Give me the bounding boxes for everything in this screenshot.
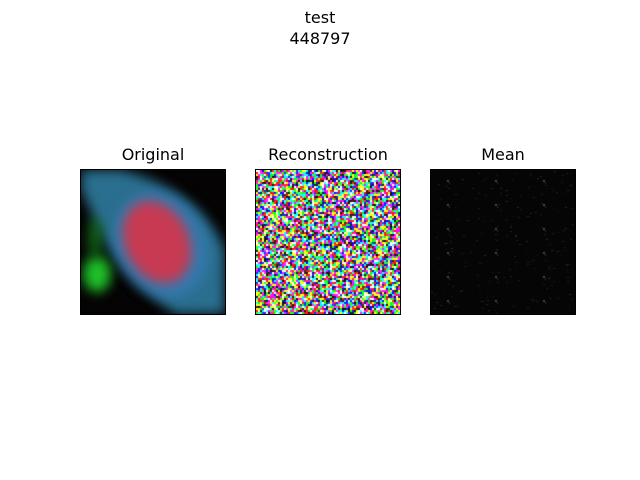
panel-title-original: Original bbox=[121, 145, 185, 164]
mean-image bbox=[431, 170, 575, 314]
original-image bbox=[81, 170, 225, 314]
panel-title-reconstruction: Reconstruction bbox=[268, 145, 388, 164]
figure-title-line-2: 448797 bbox=[289, 29, 351, 48]
original-image-panel bbox=[80, 169, 226, 315]
panel-title-mean: Mean bbox=[481, 145, 525, 164]
mean-image-panel bbox=[430, 169, 576, 315]
reconstruction-image bbox=[256, 170, 400, 314]
reconstruction-image-panel bbox=[255, 169, 401, 315]
figure-title-line-1: test bbox=[304, 8, 336, 27]
